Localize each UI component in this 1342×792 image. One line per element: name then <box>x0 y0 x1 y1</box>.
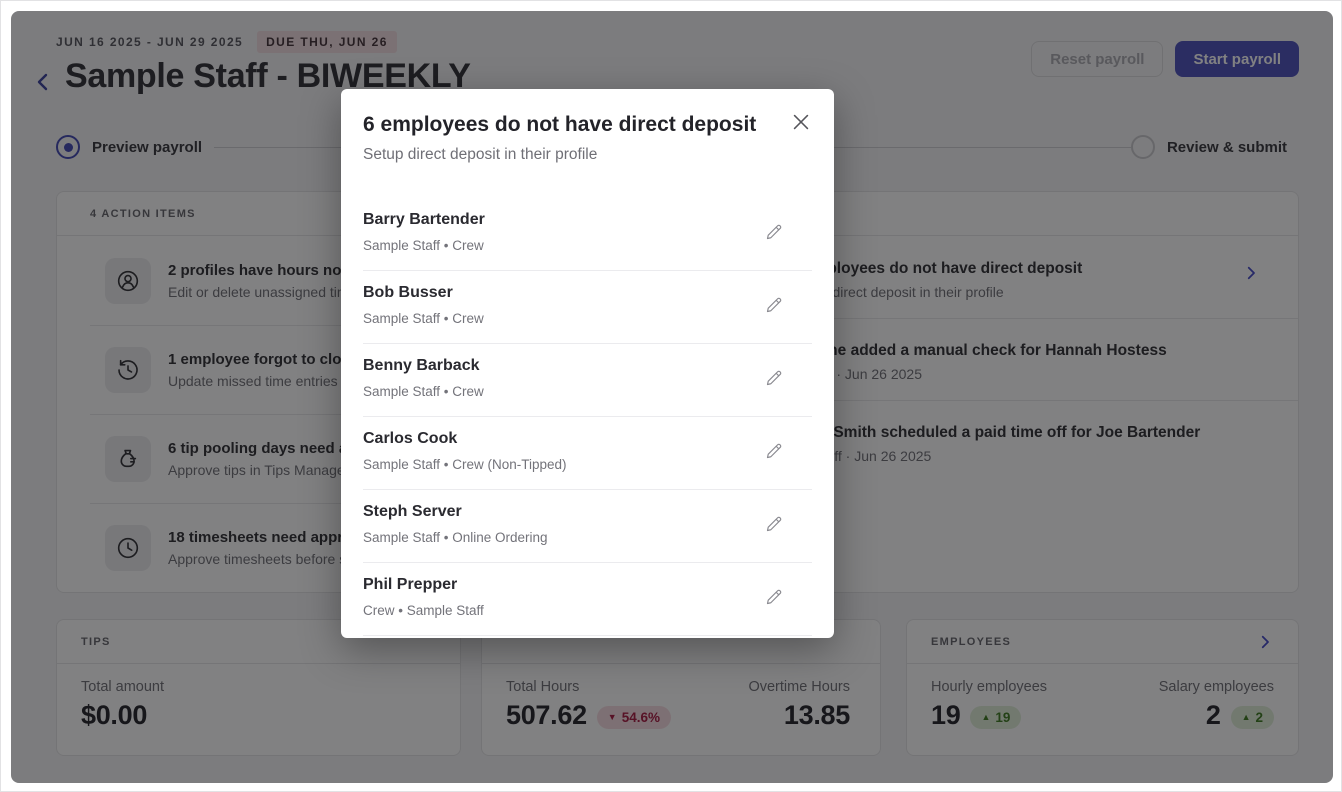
employee-name: Bob Busser <box>363 284 453 301</box>
employee-detail: Sample Staff • Online Ordering <box>363 530 548 545</box>
list-item: Bob Busser Sample Staff • Crew <box>363 271 812 344</box>
employee-name: Steph Server <box>363 503 462 520</box>
direct-deposit-modal: 6 employees do not have direct deposit S… <box>341 89 834 638</box>
list-item: Benny Barback Sample Staff • Crew <box>363 344 812 417</box>
employee-detail: Sample Staff • Crew <box>363 384 484 399</box>
employee-name: Phil Prepper <box>363 576 458 593</box>
employee-name: Carlos Cook <box>363 430 458 447</box>
list-item: Barry Bartender Sample Staff • Crew <box>363 198 812 271</box>
employee-detail: Sample Staff • Crew <box>363 311 484 326</box>
modal-header: 6 employees do not have direct deposit S… <box>341 89 834 164</box>
employee-detail: Crew • Sample Staff <box>363 603 484 618</box>
edit-pencil-icon[interactable] <box>764 587 784 607</box>
list-item: Carlos Cook Sample Staff • Crew (Non-Tip… <box>363 417 812 490</box>
payroll-page: JUN 16 2025 - JUN 29 2025 DUE THU, JUN 2… <box>11 11 1333 783</box>
employee-name: Barry Bartender <box>363 211 485 228</box>
modal-subtitle: Setup direct deposit in their profile <box>363 146 598 163</box>
employee-detail: Sample Staff • Crew (Non-Tipped) <box>363 457 567 472</box>
edit-pencil-icon[interactable] <box>764 295 784 315</box>
employee-name: Benny Barback <box>363 357 480 374</box>
employee-detail: Sample Staff • Crew <box>363 238 484 253</box>
modal-title: 6 employees do not have direct deposit <box>363 113 757 136</box>
edit-pencil-icon[interactable] <box>764 368 784 388</box>
close-icon[interactable] <box>790 111 812 133</box>
list-item: Phil Prepper Crew • Sample Staff <box>363 563 812 636</box>
edit-pencil-icon[interactable] <box>764 222 784 242</box>
edit-pencil-icon[interactable] <box>764 514 784 534</box>
employee-list: Barry Bartender Sample Staff • Crew Bob … <box>341 198 834 636</box>
list-item: Steph Server Sample Staff • Online Order… <box>363 490 812 563</box>
edit-pencil-icon[interactable] <box>764 441 784 461</box>
